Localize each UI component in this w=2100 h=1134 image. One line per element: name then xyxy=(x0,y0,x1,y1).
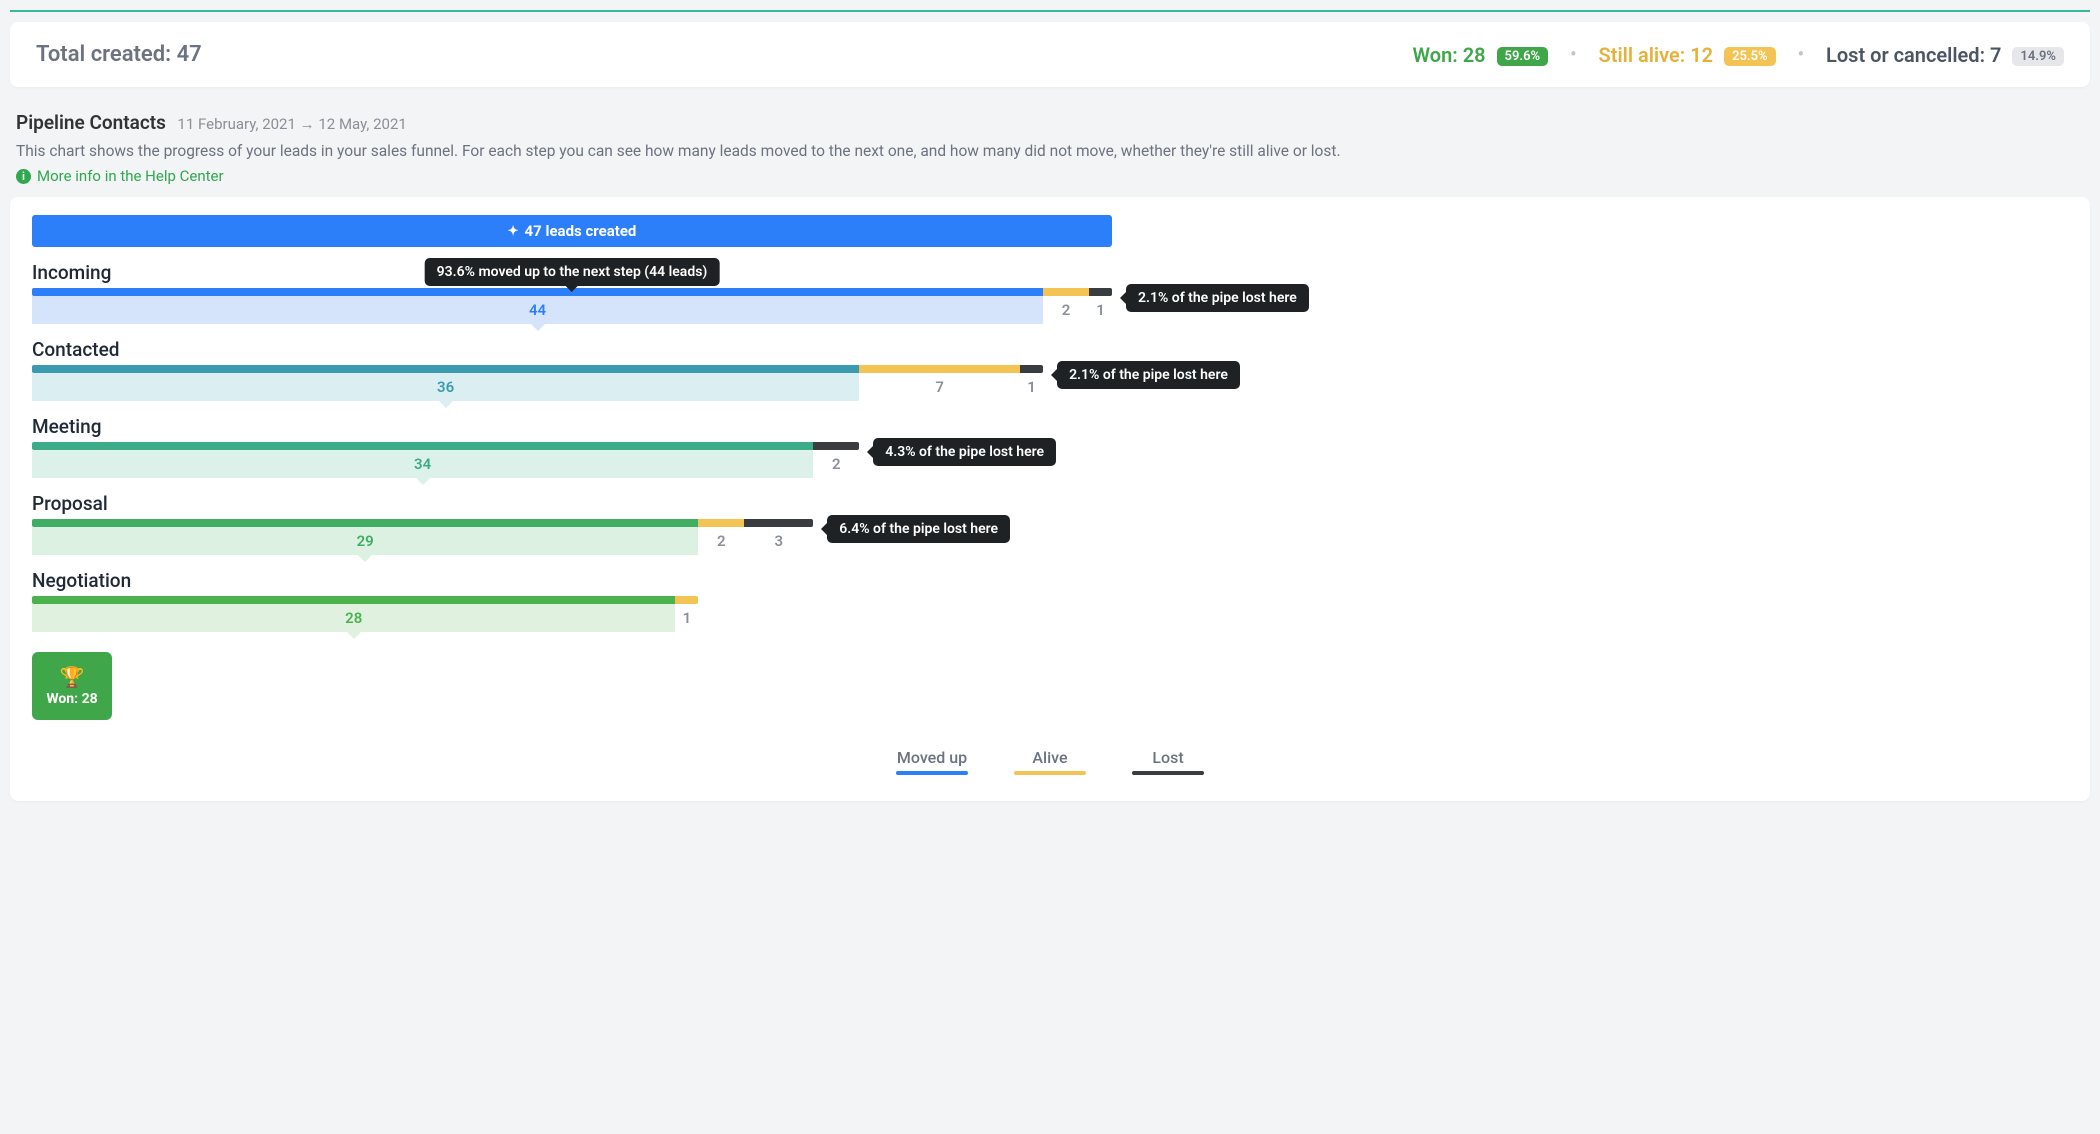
legend-lost-label: Lost xyxy=(1152,748,1183,767)
legend-moved-label: Moved up xyxy=(897,748,967,767)
legend-alive-label: Alive xyxy=(1032,748,1067,767)
separator-dot: • xyxy=(1798,44,1804,65)
summary-card: Total created: 47 Won: 28 59.6% • Still … xyxy=(10,22,2090,87)
pointer-down-icon xyxy=(531,324,545,331)
won-pct-badge: 59.6% xyxy=(1497,47,1549,66)
moved-count: 36 xyxy=(32,373,859,401)
info-icon: i xyxy=(16,169,31,184)
won-value: 28 xyxy=(1463,43,1486,67)
lost-pct-badge: 14.9% xyxy=(2012,47,2064,66)
stage-body-bar: 4421 xyxy=(32,296,1112,324)
funnel-stages: Incoming442193.6% moved up to the next s… xyxy=(32,261,1112,632)
won-box[interactable]: 🏆 Won: 28 xyxy=(32,652,112,720)
stage-top-bar xyxy=(32,442,859,450)
legend-lost[interactable]: Lost xyxy=(1132,748,1204,775)
lost-count: 1 xyxy=(1089,296,1112,324)
total-created-value: 47 xyxy=(177,42,202,67)
stage-top-bar xyxy=(32,519,813,527)
total-created: Total created: 47 xyxy=(36,42,202,67)
lost-value: 7 xyxy=(1990,43,2001,67)
stat-alive: Still alive: 12 25.5% xyxy=(1599,43,1776,67)
legend-lost-line xyxy=(1132,771,1204,775)
stage-body-bar: 3671 xyxy=(32,373,1043,401)
funnel-top-bar[interactable]: ✦ 47 leads created xyxy=(32,215,1112,247)
moved-tooltip: 93.6% moved up to the next step (44 lead… xyxy=(425,258,720,286)
stage-name: Negotiation xyxy=(32,569,1112,592)
moved-count: 34 xyxy=(32,450,813,478)
date-from: 11 February, 2021 xyxy=(177,115,296,133)
help-link-text: More info in the Help Center xyxy=(37,167,224,185)
legend-alive[interactable]: Alive xyxy=(1014,748,1086,775)
lost-tooltip: 6.4% of the pipe lost here xyxy=(827,515,1010,543)
legend-moved-line xyxy=(896,771,968,775)
pointer-down-icon xyxy=(358,555,372,562)
stage-body-bar: 342 xyxy=(32,450,859,478)
stage-body-bar: 281 xyxy=(32,604,698,632)
total-created-label: Total created: xyxy=(36,42,171,67)
legend: Moved up Alive Lost xyxy=(32,748,2068,775)
chart-description: This chart shows the progress of your le… xyxy=(16,140,2084,163)
alive-count: 1 xyxy=(675,604,698,632)
stage-name: Meeting xyxy=(32,415,1112,438)
pointer-down-icon xyxy=(347,632,361,639)
lost-count: 2 xyxy=(813,450,859,478)
stage-row[interactable]: 281 xyxy=(32,596,698,632)
alive-pct-badge: 25.5% xyxy=(1724,47,1776,66)
stage-row[interactable]: 3424.3% of the pipe lost here xyxy=(32,442,859,478)
legend-moved[interactable]: Moved up xyxy=(896,748,968,775)
lost-label: Lost or cancelled: xyxy=(1826,43,1985,67)
stage-row[interactable]: 442193.6% moved up to the next step (44 … xyxy=(32,288,1112,324)
funnel-top-label: 47 leads created xyxy=(525,222,637,240)
won-box-label: Won: 28 xyxy=(46,691,97,707)
stage-row[interactable]: 29236.4% of the pipe lost here xyxy=(32,519,813,555)
lost-tooltip: 4.3% of the pipe lost here xyxy=(873,438,1056,466)
stage-top-bar xyxy=(32,596,698,604)
alive-label: Still alive: xyxy=(1599,43,1686,67)
lost-count: 3 xyxy=(744,527,813,555)
sparkle-icon: ✦ xyxy=(508,224,519,239)
stage-top-bar xyxy=(32,365,1043,373)
date-to: 12 May, 2021 xyxy=(318,115,406,133)
funnel-stage: Proposal29236.4% of the pipe lost here xyxy=(32,492,1112,555)
funnel-chart-card: ✦ 47 leads created Incoming442193.6% mov… xyxy=(10,197,2090,801)
stat-lost: Lost or cancelled: 7 14.9% xyxy=(1826,43,2064,67)
chart-date-range: 11 February, 2021 → 12 May, 2021 xyxy=(177,115,406,133)
separator-dot: • xyxy=(1570,44,1576,65)
chart-header: Pipeline Contacts 11 February, 2021 → 12… xyxy=(10,111,2090,197)
stat-won: Won: 28 59.6% xyxy=(1413,43,1549,67)
stage-body-bar: 2923 xyxy=(32,527,813,555)
funnel-stage: Incoming442193.6% moved up to the next s… xyxy=(32,261,1112,324)
funnel-stage: Negotiation 281 xyxy=(32,569,1112,632)
moved-count: 29 xyxy=(32,527,698,555)
funnel-area: ✦ 47 leads created Incoming442193.6% mov… xyxy=(32,215,1112,720)
top-accent-line xyxy=(10,10,2090,12)
funnel-stage: Meeting3424.3% of the pipe lost here xyxy=(32,415,1112,478)
lost-tooltip: 2.1% of the pipe lost here xyxy=(1057,361,1240,389)
stage-name: Contacted xyxy=(32,338,1112,361)
pointer-down-icon xyxy=(416,478,430,485)
moved-count: 44 xyxy=(32,296,1043,324)
funnel-stage: Contacted 36712.1% of the pipe lost here xyxy=(32,338,1112,401)
chart-title: Pipeline Contacts xyxy=(16,111,166,134)
moved-count: 28 xyxy=(32,604,675,632)
alive-count: 7 xyxy=(859,373,1020,401)
lost-count: 1 xyxy=(1020,373,1043,401)
legend-alive-line xyxy=(1014,771,1086,775)
won-label: Won: xyxy=(1413,43,1458,67)
stage-name: Proposal xyxy=(32,492,1112,515)
lost-tooltip: 2.1% of the pipe lost here xyxy=(1126,284,1309,312)
pointer-down-icon xyxy=(439,401,453,408)
alive-count: 2 xyxy=(1043,296,1089,324)
trophy-icon: 🏆 xyxy=(60,665,85,689)
alive-count: 2 xyxy=(698,527,744,555)
alive-value: 12 xyxy=(1690,43,1713,67)
help-center-link[interactable]: i More info in the Help Center xyxy=(16,167,224,185)
stage-row[interactable]: 36712.1% of the pipe lost here xyxy=(32,365,1043,401)
summary-right: Won: 28 59.6% • Still alive: 12 25.5% • … xyxy=(1413,43,2064,67)
